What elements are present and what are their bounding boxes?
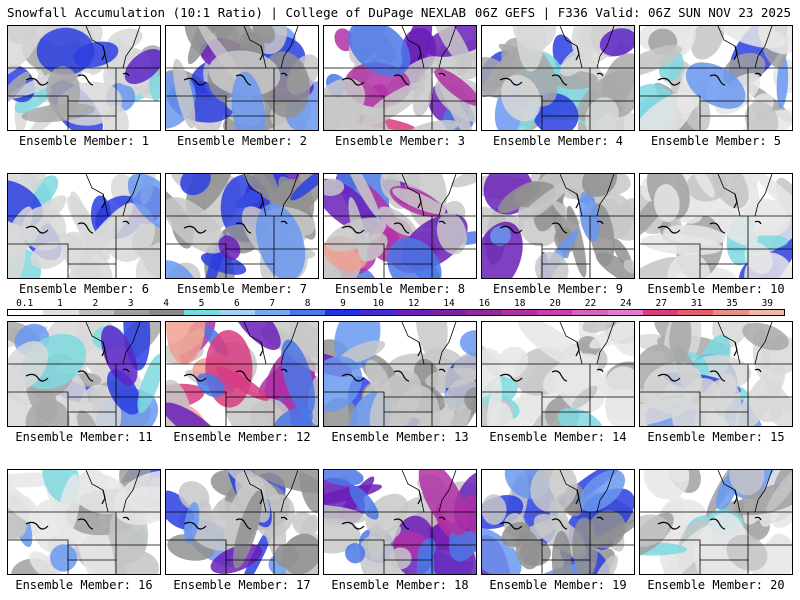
colorbar-tick-label: 35 — [726, 298, 738, 309]
colorbar-swatch — [184, 310, 220, 315]
colorbar-tick-label: 10 — [372, 298, 385, 309]
ensemble-member-map — [481, 173, 635, 279]
ensemble-member-label: Ensemble Member: 4 — [492, 134, 624, 148]
colorbar-tick-label: 18 — [514, 298, 526, 309]
colorbar-swatch — [678, 310, 714, 315]
chart-title: Snowfall Accumulation (10:1 Ratio) | Col… — [7, 5, 467, 20]
colorbar-swatch — [748, 310, 784, 315]
ensemble-member-map — [323, 469, 477, 575]
colorbar-swatch — [501, 310, 537, 315]
ensemble-member-map — [7, 321, 161, 427]
ensemble-member-map — [323, 321, 477, 427]
colorbar-tick-label: 3 — [127, 298, 134, 309]
colorbar-swatch — [607, 310, 643, 315]
ensemble-member-label: Ensemble Member: 11 — [15, 430, 153, 444]
ensemble-member-label: Ensemble Member: 19 — [489, 578, 627, 592]
ensemble-member-map — [481, 25, 635, 131]
colorbar-tick-label: 9 — [340, 298, 346, 309]
ensemble-member-label: Ensemble Member: 10 — [647, 282, 785, 296]
ensemble-member-map — [639, 469, 793, 575]
colorbar-swatch — [466, 310, 502, 315]
ensemble-member-label: Ensemble Member: 18 — [331, 578, 469, 592]
ensemble-member-label: Ensemble Member: 7 — [176, 282, 308, 296]
colorbar-tick-label: 8 — [304, 298, 311, 309]
colorbar-swatch — [149, 310, 185, 315]
ensemble-member-map — [165, 173, 319, 279]
colorbar-tick-label: 16 — [478, 298, 491, 309]
ensemble-member-map — [7, 173, 161, 279]
ensemble-member-map — [7, 469, 161, 575]
colorbar-tick-label: 22 — [584, 298, 597, 309]
colorbar-tick-label: 27 — [655, 298, 667, 309]
colorbar-swatch — [254, 310, 291, 315]
valid-time: 06Z GEFS | F336 Valid: 06Z SUN NOV 23 20… — [474, 5, 791, 20]
colorbar-tick-label: 4 — [163, 298, 169, 309]
ensemble-member-map — [639, 173, 793, 279]
colorbar-swatch — [43, 310, 79, 315]
ensemble-member-map — [165, 321, 319, 427]
colorbar-swatch — [536, 310, 573, 315]
colorbar-swatch — [113, 310, 150, 315]
colorbar-swatch — [431, 310, 467, 315]
colorbar-swatch — [219, 310, 255, 315]
ensemble-member-label: Ensemble Member: 1 — [18, 134, 150, 148]
ensemble-member-label: Ensemble Member: 6 — [18, 282, 150, 296]
ensemble-member-label: Ensemble Member: 14 — [489, 430, 627, 444]
ensemble-member-map — [481, 321, 635, 427]
ensemble-member-map — [165, 25, 319, 131]
colorbar-tick-label: 24 — [620, 298, 632, 309]
colorbar-tick-label: 1 — [57, 298, 63, 309]
colorbar-tick-label: 20 — [549, 298, 561, 309]
ensemble-member-map — [323, 25, 477, 131]
colorbar-swatch — [395, 310, 432, 315]
ensemble-member-map — [165, 469, 319, 575]
ensemble-member-map — [323, 173, 477, 279]
colorbar-tick-label: 39 — [761, 298, 774, 309]
ensemble-member-map — [481, 469, 635, 575]
colorbar-tick-label: 5 — [198, 298, 205, 309]
colorbar-tick-label: 14 — [443, 298, 455, 309]
ensemble-member-label: Ensemble Member: 2 — [176, 134, 308, 148]
ensemble-member-label: Ensemble Member: 16 — [15, 578, 153, 592]
colorbar-swatch — [78, 310, 114, 315]
ensemble-member-label: Ensemble Member: 13 — [331, 430, 469, 444]
colorbar-tick-label: 7 — [269, 298, 276, 309]
ensemble-member-map — [639, 25, 793, 131]
colorbar-swatch — [8, 310, 44, 315]
ensemble-member-label: Ensemble Member: 5 — [650, 134, 782, 148]
colorbar-tick-label: 0.1 — [16, 298, 34, 309]
ensemble-member-label: Ensemble Member: 12 — [173, 430, 311, 444]
colorbar-swatch — [360, 310, 396, 315]
colorbar-tick-label: 31 — [690, 298, 703, 309]
colorbar-tick-labels: 0.1 1 2 3 4 5 6 7 8 9 10 12 14 16 18 20 22 24 27 31 35 39 — [7, 298, 785, 309]
colorbar-swatch — [642, 310, 679, 315]
ensemble-member-label: Ensemble Member: 20 — [647, 578, 785, 592]
ensemble-member-map — [7, 25, 161, 131]
ensemble-member-label: Ensemble Member: 15 — [647, 430, 785, 444]
colorbar-swatch — [713, 310, 749, 315]
colorbar-legend — [7, 309, 785, 316]
colorbar-swatch — [325, 310, 361, 315]
ensemble-member-label: Ensemble Member: 17 — [173, 578, 311, 592]
colorbar-tick-label: 2 — [92, 298, 99, 309]
ensemble-member-label: Ensemble Member: 9 — [492, 282, 624, 296]
ensemble-member-map — [639, 321, 793, 427]
colorbar-swatch — [290, 310, 326, 315]
colorbar-tick-label: 12 — [407, 298, 420, 309]
ensemble-member-label: Ensemble Member: 8 — [334, 282, 466, 296]
ensemble-member-label: Ensemble Member: 3 — [334, 134, 466, 148]
colorbar-tick-label: 6 — [233, 298, 240, 309]
colorbar-swatch — [572, 310, 608, 315]
